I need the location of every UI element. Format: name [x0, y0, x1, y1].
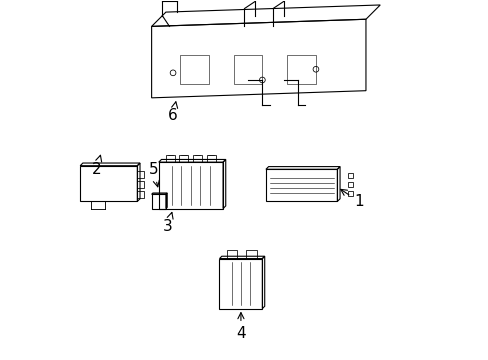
Text: 6: 6: [168, 102, 178, 123]
Text: 1: 1: [340, 189, 363, 209]
Text: 2: 2: [91, 155, 102, 177]
Text: 5: 5: [148, 162, 159, 187]
Text: 3: 3: [163, 212, 173, 234]
Text: 4: 4: [236, 312, 245, 341]
